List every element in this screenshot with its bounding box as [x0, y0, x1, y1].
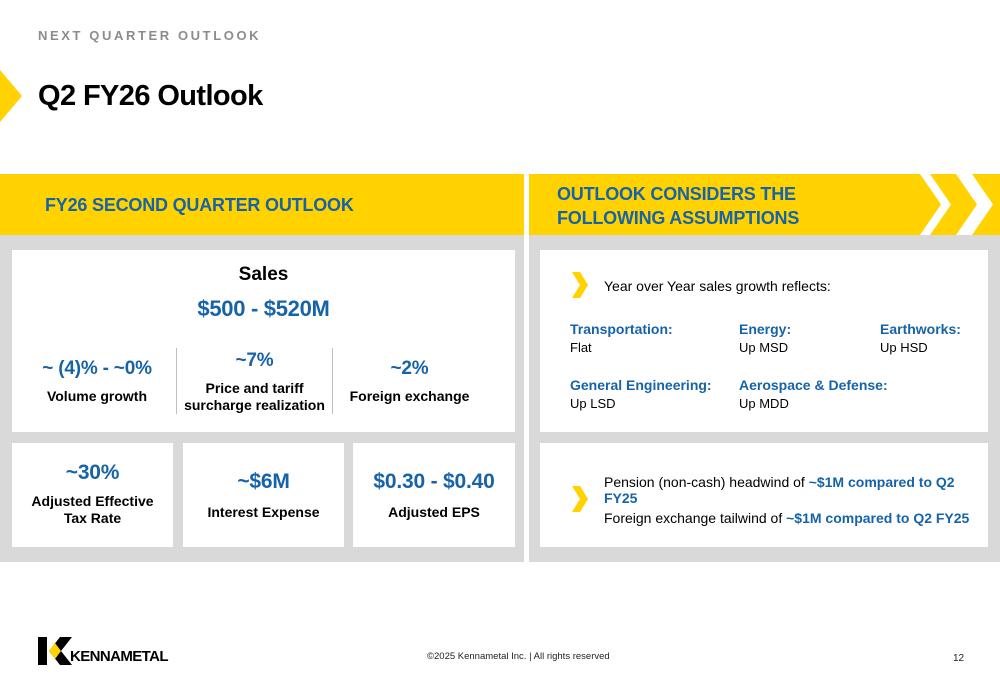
chevron-banner-icon — [920, 174, 1000, 235]
segment-earthworks-name: Earthworks: — [880, 321, 961, 337]
adjusted-eps-label: Adjusted EPS — [388, 504, 480, 520]
segment-aerospace-defense-name: Aerospace & Defense: — [739, 377, 888, 393]
tax-rate-label: Adjusted Effective Tax Rate — [12, 493, 173, 527]
other-assumptions-card: Pension (non-cash) headwind of ~$1M comp… — [540, 443, 988, 547]
section-eyebrow: NEXT QUARTER OUTLOOK — [38, 28, 262, 43]
tax-rate-card: ~30% Adjusted Effective Tax Rate — [12, 443, 173, 547]
interest-expense-value: ~$6M — [237, 470, 290, 493]
divider — [176, 348, 177, 414]
copyright-notice: ©2025 Kennametal Inc. | All rights reser… — [427, 651, 610, 662]
tax-rate-block: ~30% Adjusted Effective Tax Rate — [12, 461, 173, 527]
kennametal-logo-icon — [38, 637, 72, 665]
foreign-exchange-component: ~2% Foreign exchange — [332, 358, 487, 405]
interest-expense-block: ~$6M Interest Expense — [183, 470, 344, 521]
tax-rate-label-line2: Tax Rate — [63, 510, 122, 526]
price-realization-component: ~7% Price and tariff surcharge realizati… — [177, 350, 332, 414]
segment-transportation-value: Flat — [570, 340, 592, 355]
left-section-heading: FY26 SECOND QUARTER OUTLOOK — [45, 195, 354, 215]
interest-expense-card: ~$6M Interest Expense — [183, 443, 344, 547]
price-realization-label: Price and tariff surcharge realization — [177, 380, 332, 414]
adjusted-eps-block: $0.30 - $0.40 Adjusted EPS — [353, 470, 515, 521]
right-section-heading: OUTLOOK CONSIDERS THE FOLLOWING ASSUMPTI… — [557, 182, 799, 230]
chevron-right-icon — [572, 486, 588, 512]
sales-label: Sales — [238, 264, 289, 285]
divider — [332, 348, 333, 414]
adjusted-eps-value: $0.30 - $0.40 — [373, 470, 495, 493]
volume-growth-component: ~ (4)% - ~0% Volume growth — [12, 358, 182, 405]
foreign-exchange-label: Foreign exchange — [349, 388, 470, 404]
price-realization-label-line1: Price and tariff — [205, 380, 304, 396]
fx-assumption: Foreign exchange tailwind of ~$1M compar… — [604, 510, 969, 526]
sales-growth-assumptions-card: Year over Year sales growth reflects: Tr… — [540, 250, 988, 432]
foreign-exchange-value: ~2% — [390, 358, 429, 379]
tax-rate-label-line1: Adjusted Effective — [31, 493, 154, 509]
sales-value: $500 - $520M — [197, 296, 330, 321]
right-section-heading-line2: FOLLOWING ASSUMPTIONS — [557, 208, 800, 228]
page-title: Q2 FY26 Outlook — [38, 80, 263, 112]
interest-expense-label: Interest Expense — [207, 504, 320, 520]
kennametal-wordmark: KENNAMETAL — [70, 648, 168, 665]
price-realization-label-line2: surcharge realization — [184, 397, 325, 413]
segment-energy-name: Energy: — [739, 321, 792, 337]
segment-general-engineering-name: General Engineering: — [570, 377, 712, 393]
segment-general-engineering-value: Up LSD — [570, 396, 616, 411]
right-section-band — [529, 174, 1000, 235]
segment-aerospace-defense-value: Up MDD — [739, 396, 789, 411]
growth-intro: Year over Year sales growth reflects: — [604, 278, 831, 294]
title-arrow-icon — [0, 70, 22, 122]
adjusted-eps-card: $0.30 - $0.40 Adjusted EPS — [353, 443, 515, 547]
fx-text: Foreign exchange tailwind of — [604, 510, 787, 526]
pension-highlight: ~$1M compared to Q2 FY25 — [604, 474, 955, 506]
fx-highlight: ~$1M compared to Q2 FY25 — [786, 510, 970, 526]
chevron-right-icon — [572, 272, 588, 298]
pension-text: Pension (non-cash) headwind of — [604, 474, 809, 490]
sales-card: Sales $500 - $520M ~ (4)% - ~0% Volume g… — [12, 250, 515, 432]
right-section-heading-line1: OUTLOOK CONSIDERS THE — [557, 184, 796, 204]
price-realization-value: ~7% — [235, 350, 274, 371]
left-section-band — [0, 174, 524, 235]
tax-rate-value: ~30% — [65, 461, 120, 484]
segment-energy-value: Up MSD — [739, 340, 789, 355]
volume-growth-value: ~ (4)% - ~0% — [42, 358, 152, 379]
segment-earthworks-value: Up HSD — [880, 340, 928, 355]
pension-assumption: Pension (non-cash) headwind of ~$1M comp… — [604, 474, 988, 506]
volume-growth-label: Volume growth — [46, 388, 148, 404]
page-number: 12 — [953, 653, 965, 664]
segment-transportation-name: Transportation: — [570, 321, 673, 337]
